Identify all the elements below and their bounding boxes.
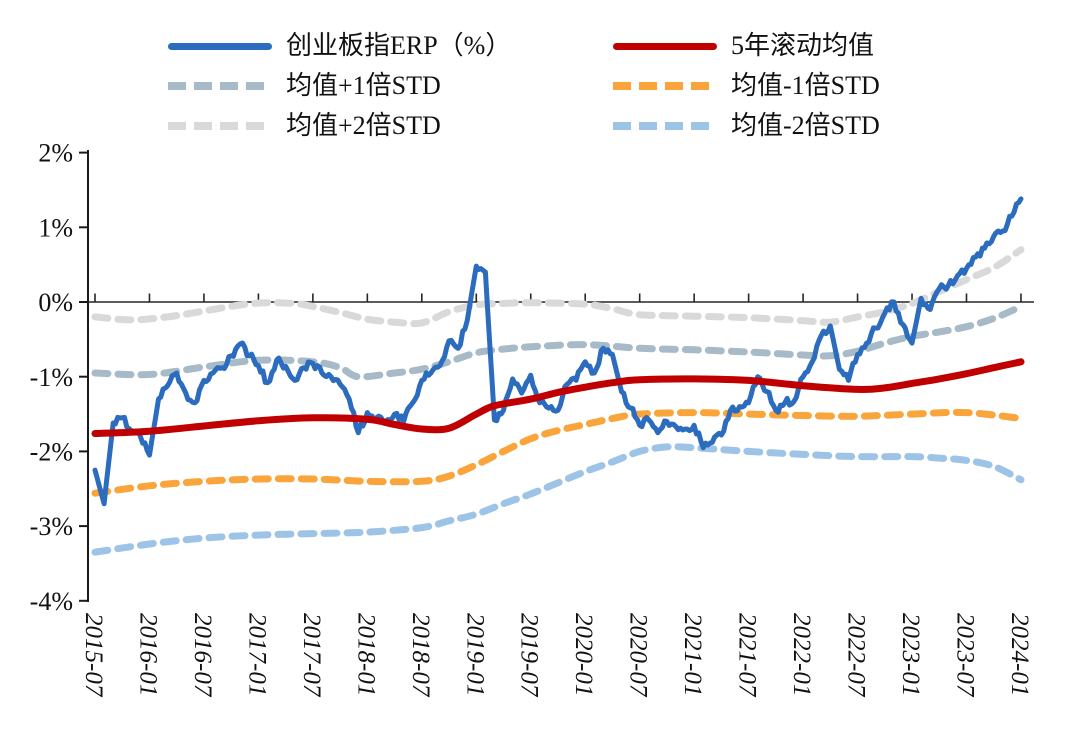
x-tick-label: 2016-07 (189, 613, 216, 698)
series-mean-5y-line (91, 358, 1025, 437)
x-tick-label: 2021-07 (734, 613, 761, 698)
x-tick-label: 2017-01 (243, 613, 270, 696)
x-tick-label: 2023-01 (897, 613, 924, 696)
legend-label-mean-plus-1std: 均值+1倍STD (286, 71, 441, 100)
y-tick-label: 1% (38, 213, 73, 242)
y-tick-label: -1% (30, 363, 73, 392)
legend-item-mean-minus-2std: 均值-2倍STD (613, 113, 880, 139)
legend-mean-5y-line-icon (613, 42, 717, 50)
legend-item-mean-plus-1std: 均值+1倍STD (168, 73, 613, 99)
x-tick-label: 2024-01 (1006, 613, 1033, 696)
y-tick-label: -2% (30, 438, 73, 467)
y-tick-label: 2% (38, 139, 73, 168)
x-tick-label: 2019-01 (461, 613, 488, 696)
legend-mean-plus-2std-line-icon (168, 122, 272, 130)
legend-item-mean-plus-2std: 均值+2倍STD (168, 113, 613, 139)
x-tick-label: 2017-07 (298, 613, 325, 698)
series-mean-plus-2std-line (91, 246, 1025, 328)
y-tick-label: -3% (30, 512, 73, 541)
y-tick-label: -4% (30, 587, 73, 616)
series-mean-minus-1std-line (91, 408, 1025, 497)
legend-label-mean-5y: 5年滚动均值 (731, 31, 875, 60)
x-tick-label: 2019-07 (516, 613, 543, 698)
legend-label-mean-plus-2std: 均值+2倍STD (286, 111, 441, 140)
x-tick-label: 2023-07 (951, 613, 978, 698)
series-erp-line (92, 196, 1024, 507)
x-tick-label: 2022-01 (788, 613, 815, 696)
legend-item-mean-5y: 5年滚动均值 (613, 33, 880, 59)
legend-mean-plus-1std-line-icon (168, 82, 272, 90)
x-tick-label: 2020-01 (570, 613, 597, 696)
legend-item-erp: 创业板指ERP（%） (168, 33, 613, 59)
legend-mean-minus-2std-line-icon (613, 122, 717, 130)
x-tick-label: 2018-07 (407, 613, 434, 698)
chart-legend: 创业板指ERP（%） 5年滚动均值均值+1倍STD 均值-1倍STD 均值+2倍STD… (168, 26, 880, 146)
legend-item-mean-minus-1std: 均值-1倍STD (613, 73, 880, 99)
legend-mean-minus-1std-line-icon (613, 82, 717, 90)
x-tick-label: 2022-07 (843, 613, 870, 698)
axes: 2% 1% 0% -1% -2% -3% -4% 2015-07 2016-01 2016-07 2… (30, 139, 1034, 698)
legend-label-erp: 创业板指ERP（%） (286, 31, 512, 60)
series-mean-minus-2std-line (91, 443, 1025, 556)
x-tick-label: 2020-07 (625, 613, 652, 698)
y-tick-label: 0% (38, 288, 73, 317)
legend-label-mean-minus-1std: 均值-1倍STD (731, 71, 880, 100)
x-tick-label: 2018-01 (352, 613, 379, 696)
x-tick-label: 2021-01 (679, 613, 706, 696)
series-group (91, 196, 1025, 556)
x-tick-label: 2016-01 (134, 613, 161, 696)
x-tick-label: 2015-07 (80, 613, 107, 698)
legend-erp-line-icon (168, 42, 272, 50)
legend-label-mean-minus-2std: 均值-2倍STD (731, 111, 880, 140)
